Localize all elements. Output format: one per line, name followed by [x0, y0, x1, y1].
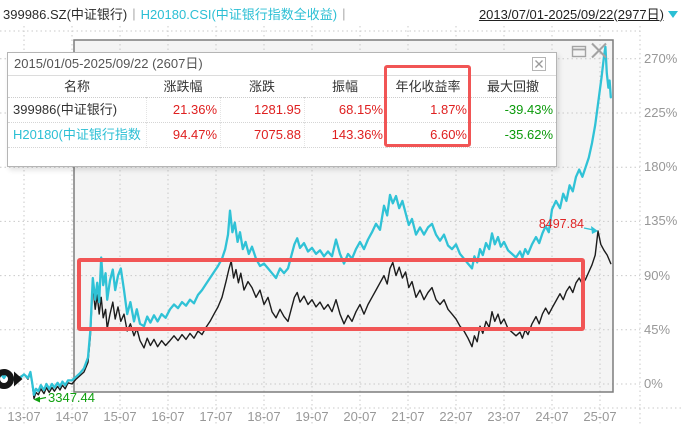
highlight-box-annualized-column: [384, 65, 471, 147]
row1-amplitude: 68.15%: [304, 98, 386, 123]
x-axis-label: 22-07: [439, 409, 473, 424]
x-axis-label: 17-07: [199, 409, 233, 424]
range-start-handle[interactable]: [0, 369, 14, 389]
stats-panel-header: 2015/01/05-2025/09/22 (2607日): [8, 53, 556, 76]
min-arrow-head: [33, 396, 40, 403]
x-axis-label: 24-07: [535, 409, 569, 424]
window-controls: [571, 42, 607, 59]
x-axis-label: 18-07: [247, 409, 281, 424]
row1-max-drawdown: -39.43%: [470, 98, 556, 123]
y-axis-label: 90%: [644, 267, 671, 283]
col-header-max-drawdown: 最大回撤: [470, 76, 556, 98]
col-header-annualized: 年化收益率: [386, 76, 470, 98]
restore-window-icon[interactable]: [571, 45, 587, 58]
stats-panel: 2015/01/05-2025/09/22 (2607日) 名称 涨跌幅 涨跌 …: [7, 52, 557, 167]
range-start-handle-arrow[interactable]: [14, 371, 23, 387]
x-axis-label: 25-07: [583, 409, 617, 424]
x-axis-label: 23-07: [487, 409, 521, 424]
row1-change: 1281.95: [220, 98, 304, 123]
date-range-text[interactable]: 2013/07/01-2025/09/22(2977日): [478, 6, 664, 22]
max-value-label: 8497.84: [538, 217, 584, 231]
y-axis-label: 45%: [644, 321, 671, 337]
row2-name: H20180(中证银行指数: [8, 123, 146, 148]
col-header-change-pct: 涨跌幅: [146, 76, 220, 98]
close-chart-icon[interactable]: [591, 42, 607, 59]
y-axis-label: 225%: [644, 105, 678, 120]
series-line-h20180: [0, 45, 612, 396]
series2-title: H20180.CSI(中证银行指数全收益): [140, 6, 338, 22]
x-axis-label: 15-07: [103, 409, 137, 424]
divider: |: [342, 5, 346, 21]
x-axis-label: 14-07: [55, 409, 89, 424]
series1-title: 399986.SZ(中证银行): [3, 6, 128, 22]
divider: |: [132, 5, 136, 21]
stats-period: 2015/01/05-2025/09/22 (2607日): [14, 56, 203, 71]
x-axis-label: 21-07: [391, 409, 425, 424]
x-axis-label: 20-07: [343, 409, 377, 424]
dropdown-triangle-icon[interactable]: [668, 10, 678, 18]
y-axis-label: 0%: [644, 376, 663, 391]
col-header-name: 名称: [8, 76, 146, 98]
y-axis-label: 135%: [644, 213, 678, 229]
x-axis-label: 19-07: [295, 409, 329, 424]
x-axis-label: 13-07: [7, 409, 41, 424]
highlight-box-chart: [77, 258, 585, 331]
selection-range-border[interactable]: [73, 39, 614, 393]
min-value-label: 3347.44: [48, 390, 95, 405]
row2-max-drawdown: -35.62%: [470, 123, 556, 148]
row2-amplitude: 143.36%: [304, 123, 386, 148]
chart-header: 399986.SZ(中证银行) | H20180.CSI(中证银行指数全收益) …: [3, 3, 678, 23]
x-axis-label: 16-07: [151, 409, 185, 424]
y-axis-label: 180%: [644, 159, 678, 175]
row1-change-pct: 21.36%: [146, 98, 220, 123]
col-header-amplitude: 振幅: [304, 76, 386, 98]
stats-table: 名称 涨跌幅 涨跌 振幅 年化收益率 最大回撤 399986(中证银行) 21.…: [8, 76, 556, 148]
col-header-change: 涨跌: [220, 76, 304, 98]
row2-change-pct: 94.47%: [146, 123, 220, 148]
row2-change: 7075.88: [220, 123, 304, 148]
max-arrow-head: [591, 226, 598, 235]
date-range-selector[interactable]: 2013/07/01-2025/09/22(2977日): [479, 4, 678, 23]
close-icon[interactable]: [532, 57, 546, 71]
row1-name: 399986(中证银行): [8, 98, 146, 123]
y-axis-label: 270%: [644, 50, 678, 66]
